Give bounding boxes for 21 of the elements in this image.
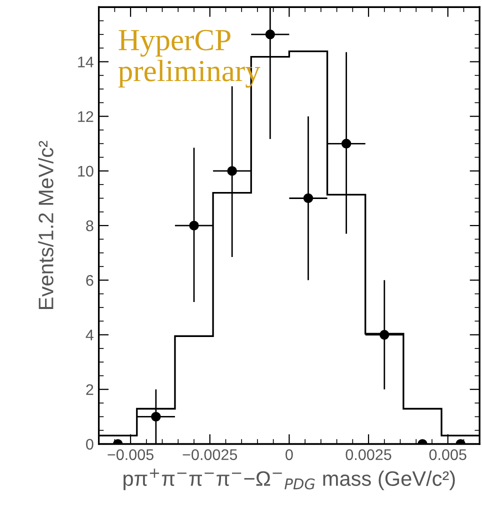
x-tick-label: 0 xyxy=(286,449,293,460)
text: pπ$^{+}$π$^{−}$π$^{−}$π$^{−}$−Ω$^{−}$$_{PDG}$ mass (GeV/c²) xyxy=(124,468,455,490)
x-tick-label: −0.0025 xyxy=(182,449,238,460)
y-tick-label: 2 xyxy=(86,384,94,395)
x-tick-label: −0.005 xyxy=(108,449,154,460)
y-tick-label: 12 xyxy=(78,111,94,122)
x-tick-label: 0.0025 xyxy=(346,449,392,460)
y-tick-label: 8 xyxy=(86,220,94,232)
y-tick-label: 14 xyxy=(78,56,94,68)
y-tick-label: 10 xyxy=(78,166,94,177)
y-tick-label: 4 xyxy=(86,330,94,340)
x-tick-label: 0.005 xyxy=(429,449,466,460)
point xyxy=(189,220,199,230)
point xyxy=(380,330,390,340)
y-tick-label: 0 xyxy=(86,438,94,450)
point xyxy=(303,193,314,204)
y-tick-label: 6 xyxy=(86,275,94,286)
point xyxy=(341,138,352,148)
point xyxy=(227,166,237,176)
point xyxy=(265,30,276,40)
y-axis-title: Events/1.2 MeV/c² xyxy=(38,140,54,309)
